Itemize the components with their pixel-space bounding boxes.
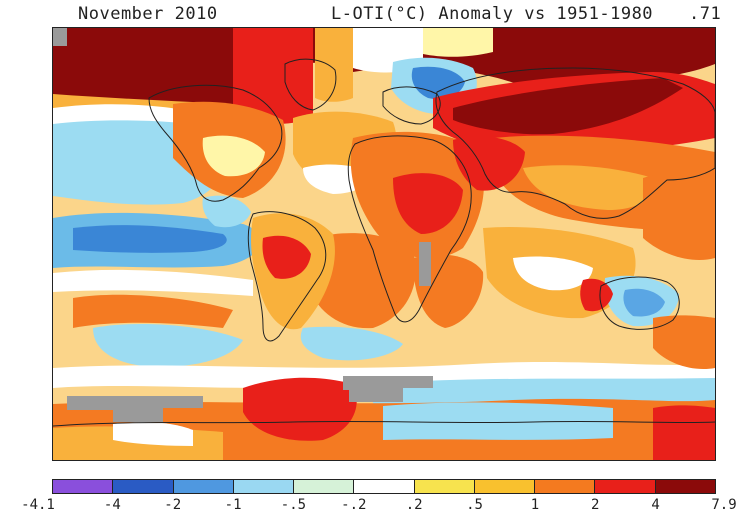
- tropical-pacific-cool-core: [73, 225, 227, 253]
- coast-eurasia: [435, 67, 715, 219]
- coast-south-america: [247, 211, 327, 342]
- coastlines: [53, 58, 715, 427]
- legend-tick-label: -4: [103, 497, 121, 513]
- europe-blue-core: [411, 66, 465, 100]
- legend-swatch-2: [173, 480, 234, 493]
- legend-tick-label: .5: [466, 497, 483, 513]
- antarctic-light-blue-band: [383, 402, 613, 440]
- legend-swatch-0: [53, 480, 114, 493]
- greenland-light-orange: [315, 28, 353, 102]
- equatorial-white-band: [53, 269, 253, 296]
- coast-africa: [347, 135, 472, 323]
- legend-tick-label: -1: [224, 497, 242, 513]
- legend-tick-label: 1: [530, 497, 540, 513]
- color-scale-labels: -4.1 -4 -2 -1 -.5 -.2 .2 .5 1 2 4 7.9: [0, 497, 754, 519]
- map-date-label: November 2010: [78, 4, 218, 24]
- south-atlantic-orange: [309, 233, 416, 329]
- legend-tick-label: 4: [651, 497, 660, 513]
- australia-blue-core: [623, 288, 665, 317]
- legend-swatch-8: [535, 480, 596, 493]
- south-atlantic-light-blue: [300, 326, 403, 361]
- legend-swatch-4: [294, 480, 355, 493]
- antarctic-red-field: [243, 377, 357, 441]
- legend-swatch-10: [655, 480, 715, 493]
- legend-tick-label: 7.9: [711, 497, 737, 513]
- legend-tick-label: -4.1: [21, 497, 55, 513]
- coast-antarctica: [53, 420, 715, 427]
- north-america-pale-yellow: [202, 135, 265, 177]
- legend-tick-label: -2: [164, 497, 182, 513]
- southeast-pacific-orange: [653, 315, 715, 370]
- south-pacific-orange: [73, 294, 233, 328]
- legend-swatch-6: [414, 480, 475, 493]
- south-ocean-light-blue: [373, 378, 715, 406]
- coast-greenland: [284, 58, 337, 111]
- map-title: L-OTI(°C) Anomaly vs 1951-1980: [331, 4, 654, 24]
- legend-swatch-9: [595, 480, 656, 493]
- coast-north-america: [148, 84, 283, 202]
- color-scale-bar: [52, 479, 716, 494]
- south-america-red: [262, 235, 311, 279]
- north-america-arctic-red: [233, 28, 313, 125]
- legend-swatch-3: [233, 480, 295, 493]
- central-america-light-blue: [202, 195, 251, 228]
- missing-data-antarctica: [67, 396, 203, 422]
- asia-yellow: [523, 165, 654, 210]
- missing-data-arctic: [53, 28, 67, 46]
- legend-tick-label: 2: [591, 497, 600, 513]
- anomaly-map: [52, 27, 716, 461]
- global-mean-value: .71: [689, 4, 722, 24]
- legend-tick-label: -.2: [341, 497, 367, 513]
- indian-ocean-white: [513, 256, 593, 291]
- legend-swatch-7: [474, 480, 536, 493]
- legend-swatch-1: [113, 480, 174, 493]
- arctic-pale-yellow: [423, 28, 493, 57]
- legend-tick-label: .2: [405, 497, 423, 513]
- antarctic-white-patch: [113, 422, 193, 446]
- legend-swatch-5: [354, 480, 415, 493]
- west-pacific-orange: [643, 173, 715, 260]
- missing-data-antarctica-2: [343, 376, 433, 402]
- siberia-deep-red: [453, 78, 683, 135]
- coast-australia: [599, 276, 680, 330]
- antarctic-red-right: [653, 405, 715, 460]
- south-pacific-light-blue: [93, 324, 243, 367]
- coast-europe: [382, 86, 441, 125]
- southwest-australia-red: [580, 278, 613, 312]
- north-africa-red: [393, 173, 463, 234]
- missing-data-congo: [419, 242, 431, 286]
- legend-tick-label: -.5: [280, 497, 307, 513]
